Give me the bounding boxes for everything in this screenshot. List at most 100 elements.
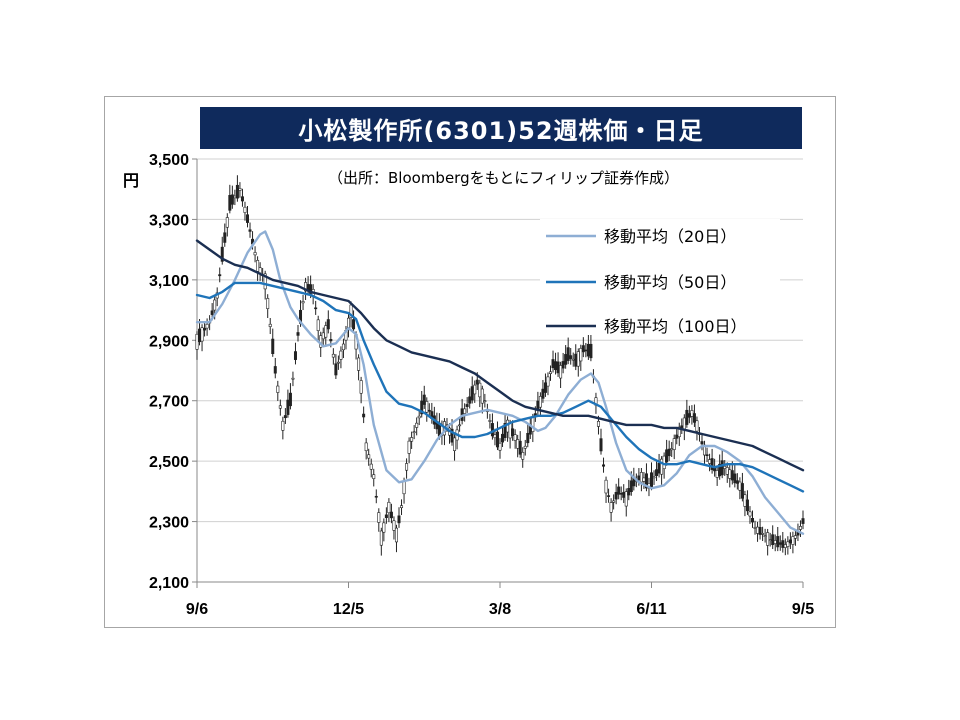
candle-body <box>607 495 611 497</box>
candle-body <box>230 194 234 205</box>
candle-body <box>705 454 709 456</box>
candle-body <box>710 458 714 470</box>
candle-body <box>493 434 497 439</box>
candle-body <box>450 428 454 443</box>
candle-body <box>352 319 356 330</box>
candle-body <box>246 214 250 223</box>
candle-body <box>291 377 295 380</box>
candle-body <box>791 536 795 545</box>
candle-body <box>511 428 515 437</box>
candle-body <box>387 501 391 514</box>
candle-body <box>379 530 383 546</box>
candle-body <box>243 206 247 213</box>
candle-body <box>293 351 297 360</box>
candle-body <box>677 426 681 438</box>
candle-body <box>531 416 535 432</box>
candle-body <box>495 431 499 448</box>
candle-body <box>564 354 568 365</box>
candle-body <box>596 421 600 427</box>
candle-body <box>336 361 340 364</box>
candle-body <box>405 463 409 471</box>
candle-body <box>756 526 760 534</box>
candle-body <box>516 439 520 449</box>
candle-body <box>402 481 406 495</box>
candle-body <box>458 424 462 427</box>
candle-body <box>655 469 659 476</box>
candle-body <box>468 396 472 404</box>
candle-body <box>268 323 272 327</box>
candle-body <box>614 492 618 500</box>
candle-body <box>561 361 565 369</box>
candle-body <box>248 229 252 232</box>
candle-body <box>715 470 719 478</box>
candle-body <box>599 438 603 452</box>
candle-body <box>480 388 484 404</box>
candle-body <box>276 385 280 393</box>
candle-body <box>475 379 479 385</box>
candle-body <box>301 301 305 304</box>
candle-body <box>766 532 770 546</box>
candle-body <box>584 349 588 352</box>
candle-body <box>422 394 426 405</box>
candle-body <box>579 348 583 362</box>
candle-body <box>609 502 613 513</box>
candle-body <box>554 361 558 371</box>
candle-body <box>334 363 338 376</box>
candle-body <box>518 440 522 455</box>
candle-body <box>367 454 371 459</box>
candle-body <box>397 515 401 524</box>
candle-body <box>286 399 290 415</box>
candle-body <box>331 353 335 358</box>
candle-body <box>483 400 487 403</box>
x-tick-label: 3/8 <box>489 601 511 618</box>
candle-body <box>526 432 530 444</box>
candle-body <box>283 415 287 419</box>
candle-body <box>256 260 260 272</box>
candle-body <box>339 350 343 360</box>
candle-body <box>548 371 552 374</box>
candle-body <box>233 195 237 199</box>
candle-body <box>296 332 300 336</box>
candle-body <box>556 361 560 374</box>
candle-body <box>761 533 765 535</box>
candle-body <box>720 460 724 476</box>
y-tick-label: 3,500 <box>149 152 189 169</box>
candle-body <box>288 392 292 407</box>
y-tick-label: 3,300 <box>149 212 189 229</box>
candle-body <box>662 455 666 470</box>
candle-body <box>624 491 628 507</box>
candle-body <box>571 358 575 361</box>
candle-body <box>374 495 378 498</box>
candle-body <box>672 438 676 450</box>
candle-body <box>382 522 386 533</box>
candle-body <box>619 493 623 495</box>
legend: 移動平均（20日） 移動平均（50日） 移動平均（100日） <box>540 219 780 336</box>
y-tick-label: 2,500 <box>149 454 189 471</box>
candle-body <box>389 511 393 519</box>
axes: 3,500 3,300 3,100 2,900 2,700 2,500 2,300 2,100… <box>149 152 814 618</box>
candle-body <box>735 480 739 484</box>
candle-body <box>781 540 785 548</box>
candle-body <box>773 540 777 544</box>
x-tick-label: 9/5 <box>792 601 814 618</box>
candle-body <box>488 420 492 422</box>
candle-body <box>490 423 494 437</box>
candle-body <box>314 307 318 310</box>
candle-body <box>786 541 790 547</box>
candle-body <box>649 472 653 488</box>
candle-body <box>203 328 207 331</box>
candle-body <box>725 467 729 475</box>
candle-body <box>364 442 368 452</box>
candle-body <box>415 422 419 428</box>
candle-body <box>273 366 277 374</box>
candle-body <box>281 420 285 431</box>
ma-line-ma100 <box>195 239 805 472</box>
x-tick-label: 6/11 <box>636 601 666 618</box>
legend-label-ma100: 移動平均（100日） <box>604 317 747 336</box>
candle-body <box>670 448 674 451</box>
candle-body <box>225 217 229 228</box>
chart-frame <box>104 96 836 628</box>
candle-body <box>644 473 648 489</box>
candle-body <box>798 526 802 530</box>
candle-body <box>690 410 694 417</box>
